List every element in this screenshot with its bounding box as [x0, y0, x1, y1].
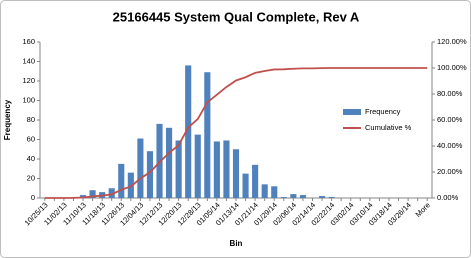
bar [204, 72, 211, 198]
bar [166, 127, 173, 198]
bar [118, 163, 125, 198]
y-tick-label: 100 [22, 95, 35, 104]
y-tick-label: 120 [22, 76, 35, 85]
bar [213, 141, 220, 198]
y-tick-label: 80 [27, 115, 35, 124]
bar [280, 197, 287, 198]
bar [261, 184, 268, 198]
bar [232, 149, 240, 198]
bar [252, 164, 259, 198]
bar [156, 123, 163, 198]
bar [194, 134, 201, 198]
bar [299, 195, 306, 198]
bar [108, 188, 115, 198]
y2-tick-label: 80.00% [437, 89, 463, 98]
legend-label: Frequency [365, 107, 401, 116]
bar [242, 173, 249, 198]
y-tick-label: 40 [27, 154, 35, 163]
bar [175, 140, 182, 198]
bar [318, 196, 326, 198]
y2-tick-label: 20.00% [437, 167, 463, 176]
y2-tick-label: 120.00% [437, 37, 467, 46]
chart-title: 25166445 System Qual Complete, Rev A [113, 9, 360, 24]
bar [89, 190, 96, 198]
bar [223, 140, 230, 198]
bar [328, 197, 335, 198]
bar [137, 138, 144, 198]
bar [290, 194, 297, 198]
y-tick-label: 0 [31, 193, 35, 202]
y-tick-label: 140 [22, 56, 35, 65]
bar [271, 186, 278, 198]
legend-label: Cumulative % [365, 123, 412, 132]
y2-tick-label: 0.00% [437, 193, 459, 202]
y-tick-label: 160 [22, 37, 35, 46]
x-axis-title: Bin [230, 239, 243, 248]
bar [185, 65, 192, 199]
y-tick-label: 20 [27, 173, 35, 182]
legend-swatch [343, 109, 361, 115]
y-tick-label: 60 [27, 134, 35, 143]
y-axis-title: Frequency [3, 99, 12, 140]
bar [79, 195, 87, 198]
y2-tick-label: 60.00% [437, 115, 463, 124]
cumulative-line [44, 67, 428, 199]
y2-tick-label: 40.00% [437, 141, 463, 150]
y2-tick-label: 100.00% [437, 63, 467, 72]
bar [146, 151, 154, 198]
